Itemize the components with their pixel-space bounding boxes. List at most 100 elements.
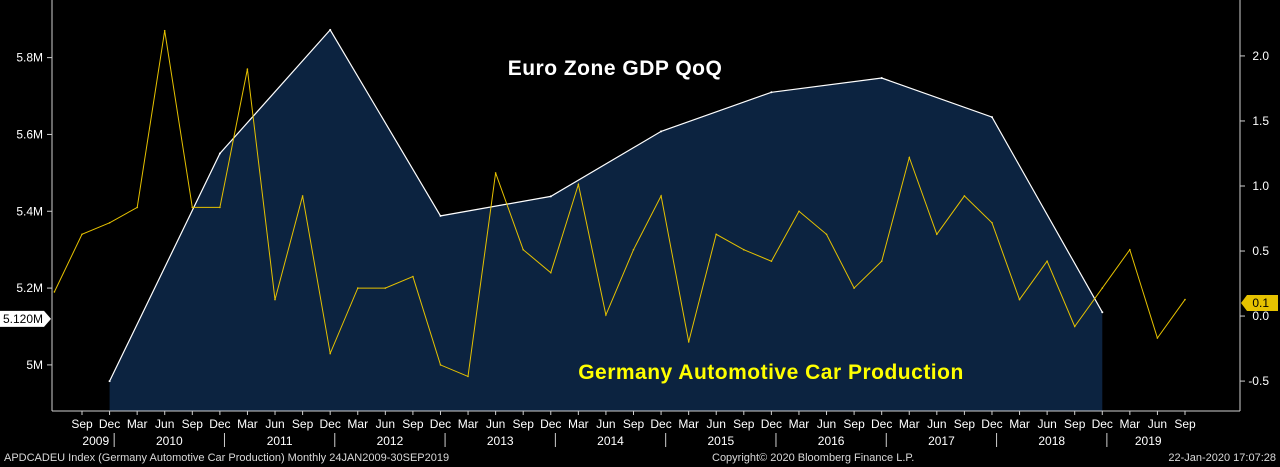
car-production-point — [108, 222, 111, 224]
x-month-label: Mar — [347, 417, 368, 431]
y-right-marker: 0.1 — [1241, 295, 1278, 312]
gdp-point — [880, 77, 883, 79]
y-left-marker: 5.120M — [0, 310, 51, 327]
x-month-label: Sep — [623, 417, 645, 431]
footer-copyright: Copyright© 2020 Bloomberg Finance L.P. — [712, 452, 915, 464]
car-production-point — [163, 29, 166, 32]
x-month-label: Dec — [320, 417, 341, 431]
car-production-point — [715, 233, 717, 236]
x-month-label: Mar — [568, 417, 589, 431]
x-month-label: Mar — [458, 417, 479, 431]
x-year-label: 2018 — [1038, 434, 1065, 448]
car-production-point — [191, 206, 194, 209]
car-production-point — [136, 206, 138, 209]
x-month-label: Sep — [71, 417, 93, 431]
car-production-point — [1018, 298, 1021, 301]
car-production-point — [53, 291, 56, 293]
x-month-label: Dec — [1092, 417, 1113, 431]
car-production-point — [936, 233, 938, 236]
car-production-point — [1073, 325, 1076, 328]
car-production-series-label: Germany Automotive Car Production — [578, 361, 964, 384]
car-production-point — [357, 287, 359, 289]
gdp-point — [108, 380, 111, 383]
car-production-point — [467, 375, 469, 378]
x-month-label: Sep — [1064, 417, 1086, 431]
x-month-label: Jun — [155, 417, 174, 431]
car-production-point — [219, 206, 221, 209]
x-month-label: Sep — [1174, 417, 1196, 431]
x-year-label: 2017 — [928, 434, 955, 448]
gdp-area-fill — [109, 29, 1103, 412]
car-production-point — [687, 341, 690, 343]
car-production-point — [81, 233, 83, 236]
car-production-point — [412, 275, 414, 278]
gdp-area-layer — [108, 28, 1104, 412]
x-month-label: Jun — [817, 417, 836, 431]
x-month-label: Mar — [1120, 417, 1141, 431]
gdp-point — [329, 28, 332, 31]
x-month-label: Sep — [292, 417, 314, 431]
x-month-label: Dec — [99, 417, 120, 431]
x-month-label: Dec — [650, 417, 671, 431]
y-left-tick-label: 5.6M — [16, 127, 43, 141]
y-right-tick-label: 0.0 — [1252, 309, 1269, 323]
car-production-point — [439, 364, 442, 366]
car-production-point — [384, 287, 387, 289]
x-month-label: Jun — [596, 417, 615, 431]
x-year-label: 2010 — [156, 434, 183, 448]
car-production-point — [743, 248, 745, 251]
x-month-label: Jun — [486, 417, 505, 431]
x-month-label: Dec — [540, 417, 561, 431]
gdp-point — [218, 152, 221, 155]
car-production-point — [605, 314, 607, 316]
footer: APDCADEU Index (Germany Automotive Car P… — [0, 449, 1280, 467]
y-right-tick-label: 1.5 — [1252, 114, 1269, 128]
car-production-line-layer — [53, 29, 1186, 378]
gdp-line — [109, 28, 1103, 382]
y-right-tick-label: 2.0 — [1252, 49, 1269, 63]
y-left-tick-label: 5.8M — [16, 51, 43, 65]
x-year-label: 2011 — [267, 434, 293, 448]
car-production-point — [825, 233, 828, 236]
x-month-label: Jun — [265, 417, 284, 431]
car-production-point — [660, 195, 662, 197]
car-production-point — [908, 156, 911, 159]
x-month-label: Jun — [927, 417, 946, 431]
x-month-label: Sep — [513, 417, 535, 431]
x-year-label: 2016 — [818, 434, 845, 448]
car-production-point — [274, 298, 276, 301]
x-month-label: Sep — [843, 417, 865, 431]
axis-layer: 5M 5.2M 5.4M 5.6M 5.8M 5.120M -0.5 0.0 0.5 1.0 1.5… — [0, 0, 1278, 448]
x-month-label: Jun — [707, 417, 726, 431]
car-production-point — [550, 271, 552, 274]
chart: 5M 5.2M 5.4M 5.6M 5.8M 5.120M -0.5 0.0 0.5 1.0 1.5… — [0, 0, 1278, 448]
car-production-point — [1046, 260, 1048, 263]
car-production-point — [577, 183, 580, 186]
x-month-label: Dec — [981, 417, 1002, 431]
car-production-point — [1184, 298, 1186, 301]
footer-timestamp: 22-Jan-2020 17:07:28 — [1168, 452, 1276, 464]
car-production-point — [991, 222, 993, 224]
x-month-label: Jun — [1037, 417, 1056, 431]
car-production-point — [963, 195, 966, 197]
gdp-point — [549, 195, 552, 198]
car-production-point — [329, 352, 332, 355]
x-month-label: Sep — [182, 417, 204, 431]
y-left-marker-label: 5.120M — [3, 312, 43, 326]
gdp-point — [439, 214, 442, 217]
y-right-marker-tag — [1241, 295, 1278, 312]
x-year-label: 2014 — [597, 434, 624, 448]
car-production-point — [246, 68, 249, 70]
y-left-tick-label: 5.2M — [16, 281, 43, 295]
x-month-label: Mar — [1009, 417, 1030, 431]
y-left-marker-tag — [0, 310, 51, 327]
gdp-series-label: Euro Zone GDP QoQ — [508, 57, 723, 80]
car-production-point — [301, 195, 304, 197]
car-production-point — [853, 287, 855, 289]
car-production-line — [53, 30, 1186, 378]
x-month-label: Dec — [209, 417, 230, 431]
x-month-label: Mar — [127, 417, 148, 431]
x-month-label: Jun — [376, 417, 395, 431]
y-right-tick-label: 0.5 — [1252, 244, 1269, 258]
y-right-tick-label: -0.5 — [1248, 374, 1269, 388]
